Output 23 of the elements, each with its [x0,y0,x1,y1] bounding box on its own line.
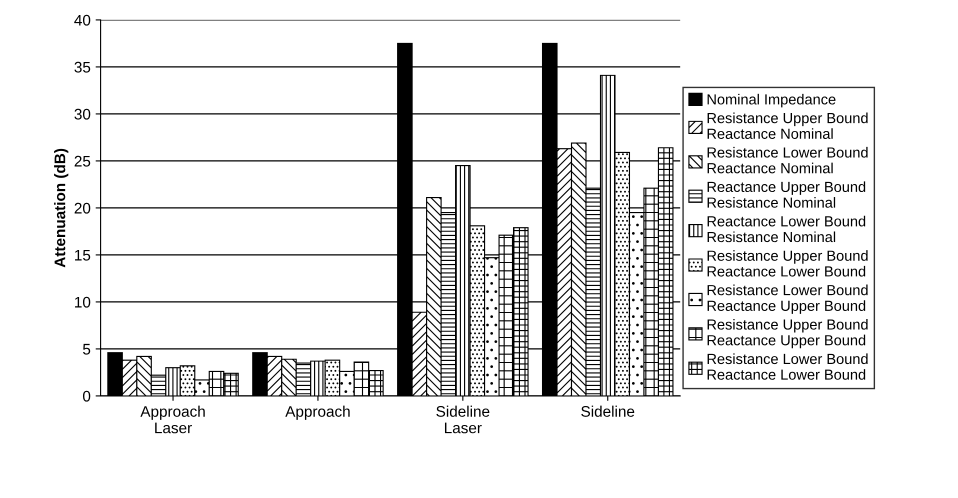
legend-label: Resistance Upper Bound Reactance Lower Bound [708,250,868,277]
x-tick-label: Approach [285,406,350,420]
y-axis-title: Attenuation (dB) [54,148,68,268]
legend-label: Resistance Upper Bound Reactance Nominal [708,112,868,139]
x-tick-label: Sideline [581,406,634,417]
legend-label: Nominal Impedance [708,94,836,108]
y-tick-label: 0 [82,390,90,402]
x-tick-label: Sideline Laser [436,406,490,434]
legend-label: Resistance Upper Bound Reactance Upper Bound [708,318,868,348]
y-tick-label: 5 [82,344,90,355]
legend-label: Resistance Lower Bound Reactance Lower Bound [708,353,868,380]
legend-label: Resistance Lower Bound Reactance Upper Bound [708,284,868,314]
y-tick-label: 20 [74,202,90,214]
legend-label: Resistance Lower Bound Reactance Nominal [708,146,868,174]
legend-label: Reactance Upper Bound Resistance Nominal [708,181,866,208]
y-tick-label: 30 [74,108,90,120]
y-tick-label: 25 [74,156,90,167]
y-tick-label: 35 [74,62,90,73]
y-tick-label: 10 [75,296,90,308]
legend-label: Reactance Lower Bound Resistance Nominal [708,216,866,242]
x-tick-label: Approach Laser [140,406,205,434]
y-tick-label: 40 [74,14,90,26]
y-tick-label: 15 [75,250,90,261]
